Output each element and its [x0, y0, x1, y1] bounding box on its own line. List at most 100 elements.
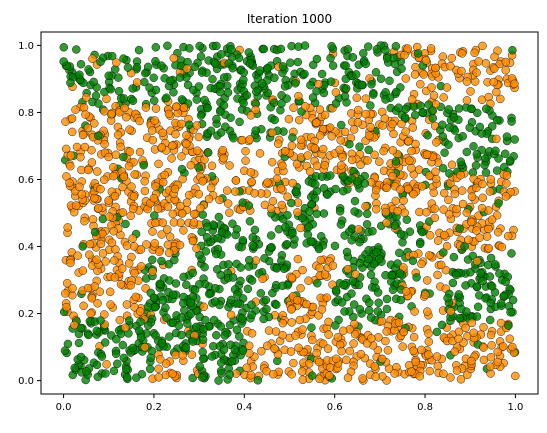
green-point — [238, 346, 248, 355]
orange-point — [458, 199, 468, 209]
orange-point — [296, 223, 305, 233]
orange-point — [247, 177, 256, 186]
green-point — [472, 312, 482, 321]
green-point — [311, 180, 320, 189]
green-point — [326, 171, 335, 180]
green-point — [401, 104, 410, 114]
orange-point — [322, 293, 332, 302]
green-point — [186, 298, 196, 307]
green-point — [312, 209, 322, 219]
orange-point — [135, 147, 145, 157]
orange-point — [433, 270, 442, 280]
orange-point — [349, 125, 359, 134]
y-tick-label: 0.6 — [18, 175, 34, 186]
orange-point — [421, 290, 430, 299]
orange-point — [267, 157, 277, 167]
orange-point — [440, 230, 449, 240]
green-point — [392, 87, 401, 97]
orange-point — [130, 268, 139, 278]
orange-point — [371, 372, 380, 382]
orange-point — [250, 189, 259, 198]
orange-point — [294, 115, 304, 125]
orange-point — [62, 302, 71, 312]
orange-point — [287, 273, 297, 283]
orange-point — [157, 142, 167, 152]
orange-point — [297, 367, 307, 376]
orange-point — [100, 310, 109, 319]
orange-point — [425, 171, 434, 180]
green-point — [259, 44, 269, 54]
orange-point — [422, 276, 432, 285]
green-point — [177, 330, 186, 340]
green-point — [444, 105, 453, 114]
green-point — [476, 269, 485, 278]
green-point — [195, 280, 204, 289]
green-point — [331, 321, 340, 330]
green-point — [70, 363, 79, 373]
orange-point — [378, 121, 387, 130]
x-tick-label: 0.4 — [236, 402, 252, 413]
orange-point — [441, 265, 451, 275]
orange-point — [472, 68, 481, 77]
green-point — [198, 335, 208, 345]
orange-point — [272, 174, 282, 184]
orange-point — [399, 327, 409, 337]
green-point — [335, 207, 345, 216]
green-point — [104, 71, 113, 80]
green-point — [237, 242, 246, 252]
orange-point — [154, 373, 163, 382]
green-point — [60, 346, 70, 355]
orange-point — [331, 354, 341, 364]
green-point — [100, 338, 110, 347]
orange-point — [415, 372, 425, 381]
green-point — [215, 107, 225, 116]
green-point — [92, 326, 102, 336]
orange-point — [502, 179, 511, 188]
orange-point — [117, 264, 127, 273]
orange-point — [102, 360, 111, 369]
orange-point — [148, 135, 158, 145]
orange-point — [308, 335, 317, 345]
green-point — [163, 41, 172, 51]
orange-point — [430, 204, 439, 213]
green-point — [455, 313, 464, 323]
green-point — [237, 314, 247, 323]
green-point — [119, 353, 129, 363]
orange-point — [135, 116, 144, 126]
orange-point — [130, 170, 139, 179]
green-point — [466, 268, 475, 277]
green-point — [373, 288, 383, 297]
orange-point — [485, 362, 495, 371]
orange-point — [381, 336, 390, 346]
green-point — [207, 352, 217, 361]
green-point — [445, 123, 454, 132]
green-point — [280, 82, 290, 91]
green-point — [366, 313, 376, 322]
orange-point — [347, 155, 357, 165]
orange-point — [320, 110, 330, 120]
green-point — [455, 224, 464, 233]
green-point — [314, 244, 324, 254]
orange-point — [456, 170, 465, 180]
green-point — [202, 222, 212, 232]
green-point — [248, 233, 258, 242]
green-point — [347, 236, 356, 245]
orange-point — [338, 152, 347, 162]
green-point — [481, 168, 491, 177]
orange-point — [450, 189, 460, 199]
green-point — [147, 255, 157, 265]
x-tick-label: 0.8 — [417, 402, 433, 413]
green-point — [122, 372, 132, 382]
y-tick-label: 0.0 — [18, 376, 34, 387]
green-point — [247, 276, 257, 285]
orange-point — [452, 366, 462, 375]
orange-point — [343, 264, 353, 274]
green-point — [149, 96, 159, 105]
orange-point — [106, 300, 115, 309]
green-point — [208, 74, 217, 84]
orange-point — [268, 369, 278, 379]
orange-point — [505, 334, 515, 344]
orange-point — [382, 218, 391, 228]
green-point — [316, 231, 326, 241]
orange-point — [464, 235, 473, 245]
